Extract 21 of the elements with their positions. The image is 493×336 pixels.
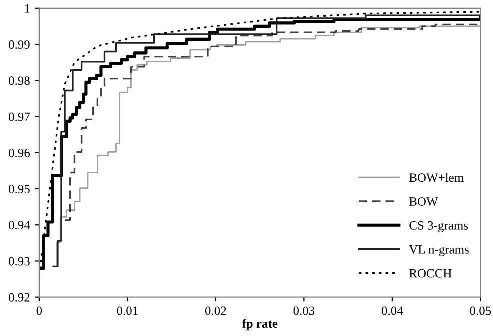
y-tick-label: 0.97 xyxy=(9,112,30,122)
y-tick-label: 0.93 xyxy=(9,257,30,266)
x-tick-label: 0.03 xyxy=(294,306,315,316)
x-tick-label: 0.04 xyxy=(382,306,404,316)
y-tick-label: 0.99 xyxy=(9,40,30,50)
legend-label: BOW+lem xyxy=(410,173,464,182)
y-tick-label: 0.92 xyxy=(9,293,30,302)
y-tick-label: 1 xyxy=(25,4,30,13)
legend-label: ROCCH xyxy=(410,269,452,278)
legend-label: CS 3-grams xyxy=(410,221,468,232)
x-tick-label: 0.02 xyxy=(205,306,226,316)
y-tick-label: 0.96 xyxy=(9,148,30,158)
y-tick-label: 0.98 xyxy=(9,76,30,86)
legend-label: VL n-grams xyxy=(409,246,469,256)
x-axis-title: fp rate xyxy=(242,319,278,331)
x-tick-label: 0.05 xyxy=(470,306,492,316)
y-tick-label: 0.94 xyxy=(9,221,30,230)
y-tick-label: 0.95 xyxy=(9,185,30,194)
legend-label: BOW xyxy=(410,198,438,206)
x-tick-label: 0 xyxy=(36,306,42,316)
x-tick-label: 0.01 xyxy=(117,306,138,316)
